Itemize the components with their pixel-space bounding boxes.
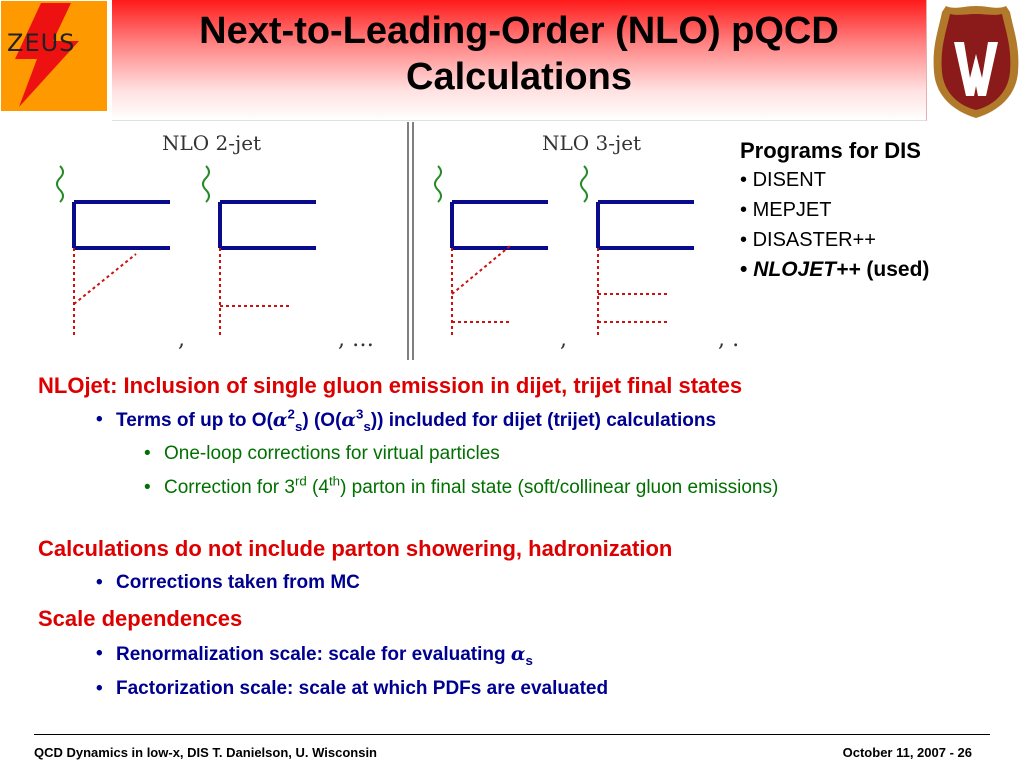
- title-line-2: Calculations: [406, 56, 632, 98]
- diagram-ellipsis-1: , …: [338, 327, 374, 352]
- point-mc-corrections: • Corrections taken from MC: [96, 572, 360, 593]
- label-nlo-3jet: NLO 3-jet: [542, 131, 641, 155]
- footer-author: QCD Dynamics in low-x, DIS T. Danielson,…: [34, 745, 378, 760]
- diagram-comma-2: ,: [560, 327, 567, 352]
- bullet: •: [96, 678, 103, 699]
- programs-list: Programs for DIS • DISENT • MEPJET • DIS…: [740, 137, 1024, 285]
- bullet: •: [96, 409, 103, 430]
- program-item-used: • NLOJET++ (used): [740, 258, 930, 281]
- bullet: •: [740, 258, 748, 281]
- footer-date-page: October 11, 2007 - 26: [842, 745, 972, 760]
- lightning-bolt-icon: [15, 3, 79, 107]
- program-item: • DISENT: [740, 169, 826, 191]
- point-one-loop: • One-loop corrections for virtual partic…: [144, 443, 500, 464]
- point-renormalization-scale: • Renormalization scale: scale for evalua…: [96, 643, 533, 668]
- point-factorization-scale: • Factorization scale: scale at which PDF…: [96, 678, 609, 699]
- program-item: • DISASTER++: [740, 229, 876, 251]
- bullet: •: [96, 643, 103, 664]
- zeus-logo-text: ZEUS: [7, 29, 76, 57]
- diagram-3jet-vertex: ,: [434, 165, 567, 352]
- label-nlo-2jet: NLO 2-jet: [162, 131, 261, 155]
- title-banner: [112, 0, 927, 121]
- program-item: • MEPJET: [740, 199, 832, 221]
- programs-heading: Programs for DIS: [740, 138, 921, 163]
- bullet: •: [96, 572, 103, 593]
- page-title: Next-to-Leading-Order (NLO) pQCD Calcula…: [112, 8, 926, 100]
- zeus-logo: ZEUS: [0, 0, 108, 112]
- title-line-1: Next-to-Leading-Order (NLO) pQCD: [199, 10, 839, 52]
- nlo-feynman-diagrams: NLO 2-jet NLO 3-jet , , … , , …: [56, 122, 740, 360]
- footer-divider: [34, 734, 990, 735]
- bullet: •: [144, 477, 151, 498]
- bullet: •: [740, 229, 748, 251]
- diagram-comma-1: ,: [178, 327, 185, 352]
- bullet: •: [144, 443, 151, 464]
- diagram-3jet-emission: , …: [580, 165, 740, 352]
- bullet: •: [740, 199, 748, 221]
- diagram-2jet-vertex: ,: [56, 165, 185, 352]
- bullet: •: [740, 169, 748, 191]
- diagram-2jet-emission: , …: [202, 165, 374, 352]
- diagram-ellipsis-2: , …: [718, 327, 740, 352]
- point-no-showering: Calculations do not include parton showe…: [38, 536, 673, 561]
- point-nlojet-terms: • Terms of up to O(α2s) (O(α3s)) included…: [96, 406, 717, 434]
- point-parton-correction: • Correction for 3rd (4th) parton in fina…: [144, 473, 779, 498]
- uw-crest-logo: [933, 6, 1019, 118]
- point-scale-dependences: Scale dependences: [38, 606, 243, 631]
- point-nlojet: NLOjet: Inclusion of single gluon emissi…: [38, 373, 743, 398]
